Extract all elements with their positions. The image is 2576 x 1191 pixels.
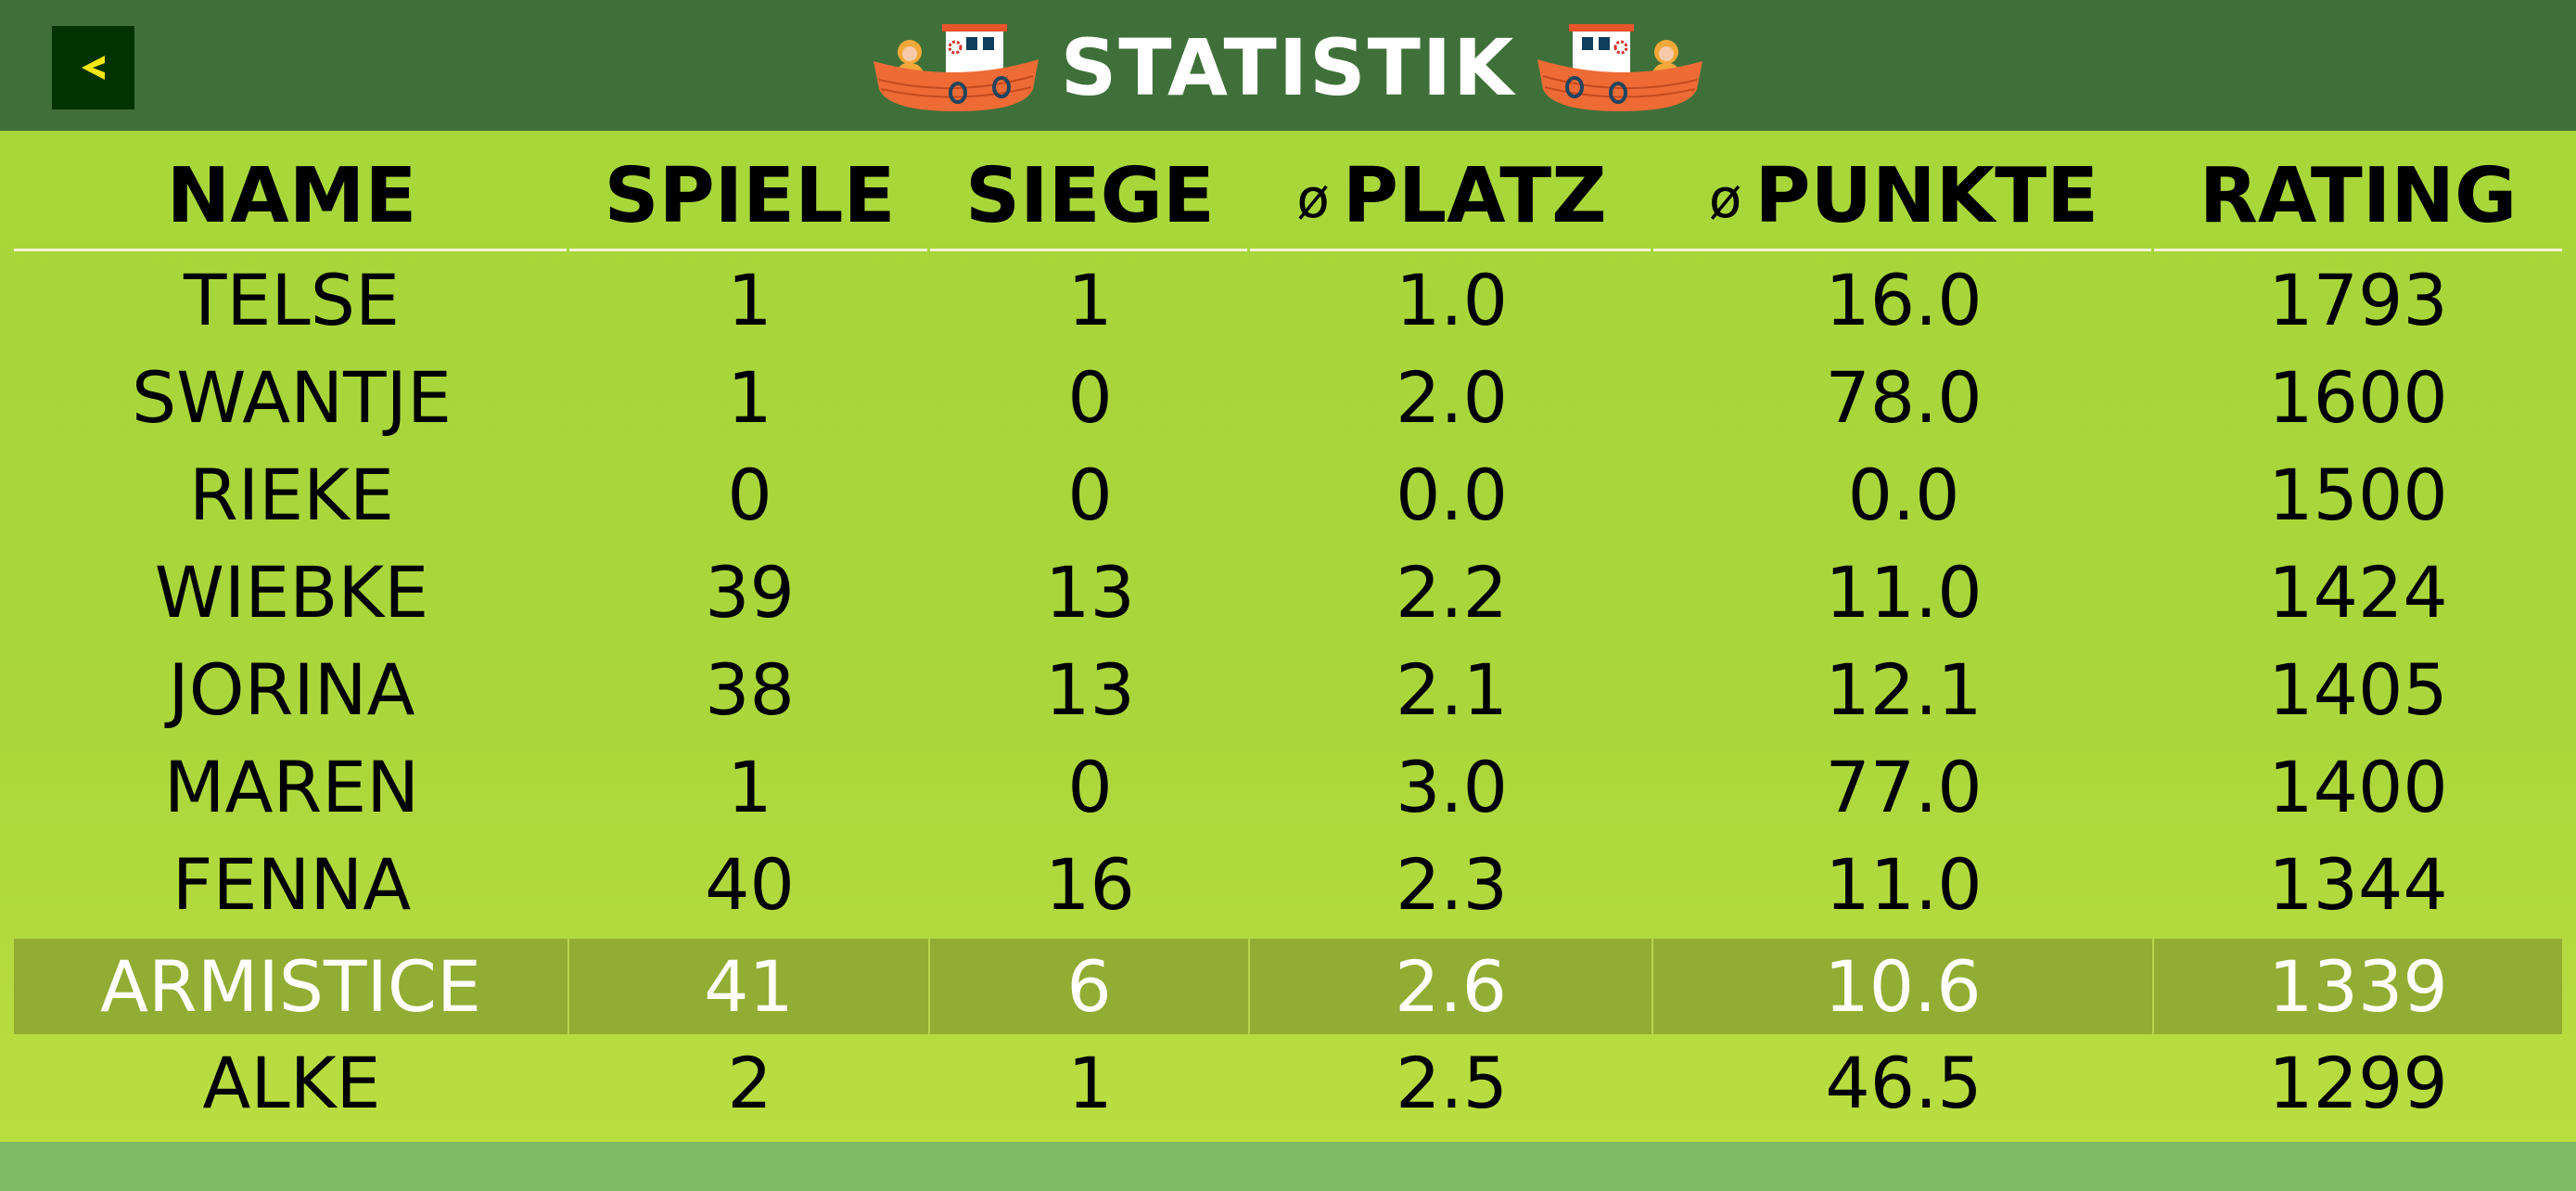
column-header-avg-platz[interactable]: ø PLATZ	[1296, 151, 1607, 240]
page-title: STATISTIK	[1060, 21, 1516, 113]
table-row[interactable]: RIEKE 0 0 0.0 0.0 1500	[14, 446, 2562, 544]
avg-place: 2.0	[1396, 356, 1508, 439]
player-name: RIEKE	[188, 454, 395, 536]
rating-value: 1344	[2268, 843, 2448, 926]
wins-count: 1	[1067, 259, 1113, 341]
wins-count: 6	[930, 939, 1250, 1034]
avg-points: 16.0	[1825, 259, 1983, 341]
player-name: SWANTJE	[132, 356, 452, 439]
wins-count: 1	[1067, 1042, 1113, 1124]
title-group: STATISTIK	[0, 0, 2576, 131]
avg-points: 10.6	[1653, 939, 2154, 1034]
fishing-boat-icon	[873, 23, 1039, 111]
avg-points: 0.0	[1847, 454, 1960, 536]
rating-value: 1299	[2268, 1042, 2448, 1124]
header-divider	[14, 249, 2562, 251]
player-name: ALKE	[202, 1042, 381, 1124]
column-header-rating[interactable]: RATING	[2199, 151, 2518, 240]
table-row[interactable]: SWANTJE 1 0 2.0 78.0 1600	[14, 349, 2562, 446]
avg-points: 46.5	[1825, 1042, 1983, 1124]
games-count: 41	[569, 939, 930, 1034]
column-header-avg-punkte[interactable]: ø PUNKTE	[1708, 151, 2099, 240]
bottom-strip	[0, 1142, 2576, 1191]
avg-place: 2.6	[1250, 939, 1653, 1034]
table-row[interactable]: FENNA 40 16 2.3 11.0 1344	[14, 836, 2562, 933]
avg-place: 0.0	[1396, 454, 1508, 536]
rating-value: 1405	[2268, 648, 2448, 731]
games-count: 40	[705, 843, 795, 926]
avg-place: 2.1	[1396, 648, 1508, 731]
average-icon: ø	[1708, 167, 1742, 230]
avg-place: 1.0	[1396, 259, 1508, 341]
wins-count: 13	[1045, 551, 1135, 634]
games-count: 39	[705, 551, 795, 634]
rating-value: 1400	[2268, 746, 2448, 828]
table-row[interactable]: MAREN 1 0 3.0 77.0 1400	[14, 738, 2562, 836]
wins-count: 0	[1067, 356, 1113, 439]
rating-value: 1424	[2268, 551, 2448, 634]
rating-value: 1500	[2268, 454, 2448, 536]
table-row-current-player[interactable]: ARMISTICE 41 6 2.6 10.6 1339	[14, 939, 2562, 1034]
average-icon: ø	[1296, 167, 1330, 230]
rating-value: 1339	[2268, 945, 2448, 1028]
column-header-spiele[interactable]: SPIELE	[604, 151, 896, 240]
column-header-siege[interactable]: SIEGE	[965, 151, 1215, 240]
player-name: FENNA	[172, 843, 412, 926]
table-row[interactable]: TELSE 1 1 1.0 16.0 1793	[14, 251, 2562, 349]
avg-place: 2.5	[1396, 1042, 1508, 1124]
games-count: 1	[727, 746, 772, 828]
column-header-name[interactable]: NAME	[166, 151, 417, 240]
avg-points: 78.0	[1825, 356, 1983, 439]
avg-place: 2.3	[1396, 843, 1508, 926]
statistics-table: NAME SPIELE SIEGE ø PLATZ ø PUNKTE RATIN…	[14, 131, 2562, 1132]
table-row[interactable]: WIEBKE 39 13 2.2 11.0 1424	[14, 544, 2562, 641]
games-count: 38	[705, 648, 795, 731]
fishing-boat-icon	[1537, 23, 1703, 111]
avg-place: 3.0	[1396, 746, 1508, 828]
games-count: 0	[727, 454, 772, 536]
games-count: 1	[727, 356, 772, 439]
player-name: WIEBKE	[154, 551, 429, 634]
table-row[interactable]: ALKE 2 1 2.5 46.5 1299	[14, 1034, 2562, 1132]
top-bar: STATISTIK	[0, 0, 2576, 131]
wins-count: 16	[1045, 843, 1135, 926]
wins-count: 0	[1067, 746, 1113, 828]
chevron-left-icon	[81, 56, 105, 80]
avg-points: 77.0	[1825, 746, 1983, 828]
rating-value: 1793	[2268, 259, 2448, 341]
player-name: JORINA	[168, 648, 415, 731]
avg-points: 11.0	[1825, 843, 1983, 926]
rating-value: 1600	[2268, 356, 2448, 439]
wins-count: 13	[1045, 648, 1135, 731]
back-button[interactable]	[52, 26, 134, 109]
avg-points: 12.1	[1825, 648, 1983, 731]
table-row[interactable]: JORINA 38 13 2.1 12.1 1405	[14, 641, 2562, 738]
avg-place: 2.2	[1396, 551, 1508, 634]
wins-count: 0	[1067, 454, 1113, 536]
player-name: MAREN	[163, 746, 420, 828]
table-header-row: NAME SPIELE SIEGE ø PLATZ ø PUNKTE RATIN…	[14, 131, 2562, 251]
player-name: ARMISTICE	[14, 939, 569, 1034]
player-name: TELSE	[183, 259, 401, 341]
avg-points: 11.0	[1825, 551, 1983, 634]
games-count: 2	[727, 1042, 772, 1124]
games-count: 1	[727, 259, 772, 341]
